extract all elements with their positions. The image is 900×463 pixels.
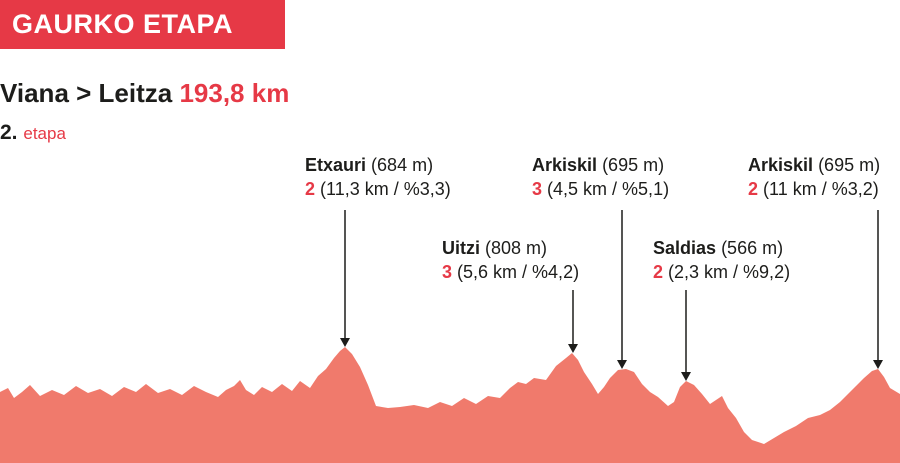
climb-name: Etxauri <box>305 155 367 175</box>
climb-name: Arkiskil <box>532 155 598 175</box>
climb-altitude: (684 m) <box>371 155 434 175</box>
climb-title: Arkiskil (695 m) <box>748 153 880 177</box>
profile-area <box>0 347 900 463</box>
climb-stats: 2 (2,3 km / %9,2) <box>653 260 790 284</box>
climb-label-arkiskil-2: Arkiskil (695 m) 2 (11 km / %3,2) <box>748 153 880 201</box>
climb-category: 3 <box>532 179 543 199</box>
climb-label-saldias: Saldias (566 m) 2 (2,3 km / %9,2) <box>653 236 790 284</box>
climb-label-etxauri: Etxauri (684 m) 2 (11,3 km / %3,3) <box>305 153 451 201</box>
climb-category: 2 <box>653 262 664 282</box>
climb-title: Etxauri (684 m) <box>305 153 451 177</box>
climb-details: (2,3 km / %9,2) <box>668 262 791 282</box>
climb-name: Uitzi <box>442 238 480 258</box>
climb-category: 2 <box>305 179 316 199</box>
climb-title: Arkiskil (695 m) <box>532 153 669 177</box>
climb-details: (11,3 km / %3,3) <box>320 179 451 199</box>
climb-title: Saldias (566 m) <box>653 236 790 260</box>
stage-number: 2. <box>0 121 18 144</box>
climb-altitude: (808 m) <box>485 238 548 258</box>
climb-details: (5,6 km / %4,2) <box>457 262 580 282</box>
route-title: Viana > Leitza 193,8 km <box>0 78 289 109</box>
climb-category: 2 <box>748 179 759 199</box>
climb-arrowhead-uitzi <box>568 344 578 353</box>
climb-category: 3 <box>442 262 453 282</box>
stage-word: etapa <box>23 124 66 143</box>
climb-stats: 3 (4,5 km / %5,1) <box>532 177 669 201</box>
climb-altitude: (695 m) <box>818 155 881 175</box>
climb-arrowhead-arkiskil-1 <box>617 360 627 369</box>
route-from-to: Viana > Leitza <box>0 78 173 108</box>
climb-name: Arkiskil <box>748 155 814 175</box>
climb-label-arkiskil-1: Arkiskil (695 m) 3 (4,5 km / %5,1) <box>532 153 669 201</box>
climb-arrowhead-arkiskil-2 <box>873 360 883 369</box>
climb-title: Uitzi (808 m) <box>442 236 579 260</box>
climb-name: Saldias <box>653 238 717 258</box>
climb-label-uitzi: Uitzi (808 m) 3 (5,6 km / %4,2) <box>442 236 579 284</box>
stage-label: 2. etapa <box>0 121 66 145</box>
route-distance: 193,8 km <box>179 78 290 108</box>
climb-stats: 2 (11 km / %3,2) <box>748 177 880 201</box>
climb-altitude: (566 m) <box>721 238 784 258</box>
header-banner: GAURKO ETAPA <box>0 0 285 49</box>
climb-stats: 2 (11,3 km / %3,3) <box>305 177 451 201</box>
climb-arrowhead-etxauri <box>340 338 350 347</box>
climb-altitude: (695 m) <box>602 155 665 175</box>
climb-details: (11 km / %3,2) <box>763 179 879 199</box>
banner-title: GAURKO ETAPA <box>12 9 233 39</box>
climb-arrowhead-saldias <box>681 372 691 381</box>
climb-details: (4,5 km / %5,1) <box>547 179 670 199</box>
climb-stats: 3 (5,6 km / %4,2) <box>442 260 579 284</box>
